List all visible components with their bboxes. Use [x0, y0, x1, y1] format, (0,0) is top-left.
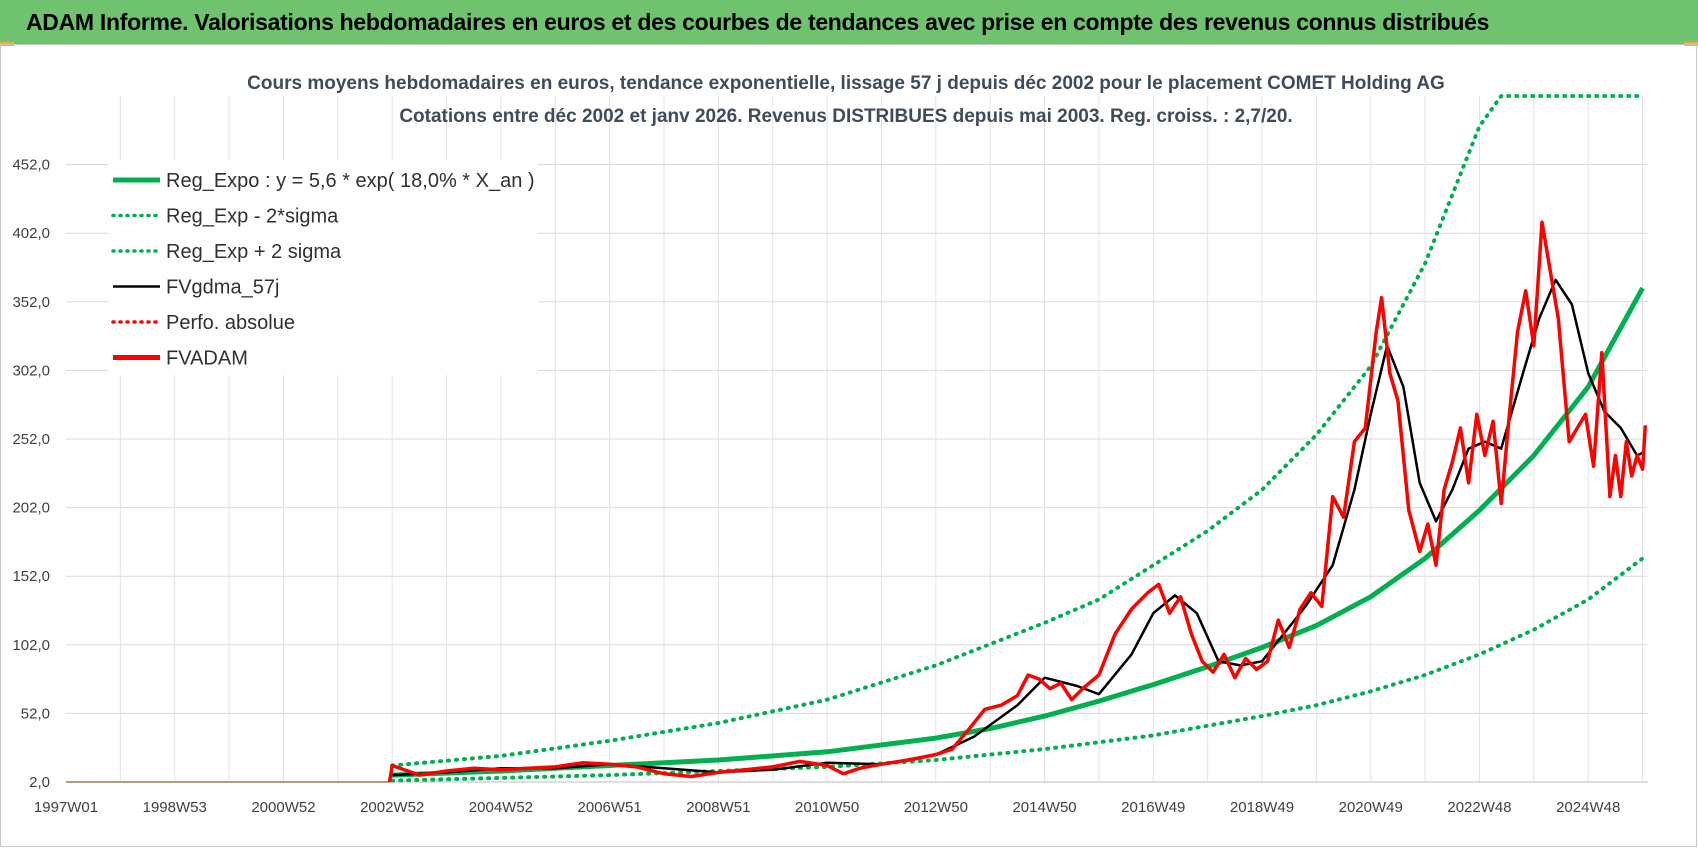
y-tick-label: 2,0 [29, 774, 50, 791]
y-tick-label: 52,0 [21, 705, 50, 722]
x-tick-label: 2018W49 [1230, 799, 1294, 816]
y-tick-label: 352,0 [12, 294, 50, 311]
x-tick-label: 2020W49 [1339, 799, 1403, 816]
x-tick-label: 2000W52 [251, 799, 315, 816]
header-banner: ADAM Informe. Valorisations hebdomadaire… [0, 0, 1698, 44]
legend-label: FVADAM [166, 348, 248, 370]
x-tick-label: 2002W52 [360, 799, 424, 816]
legend-label: Reg_Exp - 2*sigma [166, 206, 339, 228]
x-tick-label: 2012W50 [904, 799, 968, 816]
series-reg-exp-minus-2sigma [390, 556, 1645, 783]
legend: Reg_Expo : y = 5,6 * exp( 18,0% * X_an )… [108, 160, 538, 375]
series-fvgdma-57j [392, 278, 1644, 777]
chart-frame [0, 44, 1697, 847]
x-tick-label: 1997W01 [34, 799, 98, 816]
y-tick-label: 252,0 [12, 431, 50, 448]
chart-title-line2: Cotations entre déc 2002 et janv 2026. R… [399, 106, 1292, 127]
y-axis-labels: 452,0 402,0 352,0 302,0 252,0 202,0 152,0 102,0… [12, 157, 50, 791]
chart-title-line1: Cours moyens hebdomadaires en euros, ten… [247, 73, 1445, 94]
series-reg-expo [392, 286, 1645, 778]
legend-label: FVgdma_57j [166, 277, 279, 299]
legend-label: Perfo. absolue [166, 312, 295, 334]
x-tick-label: 1998W53 [143, 799, 207, 816]
x-tick-label: 2024W48 [1556, 799, 1620, 816]
y-tick-label: 452,0 [12, 157, 50, 174]
y-tick-label: 402,0 [12, 225, 50, 242]
y-tick-label: 152,0 [12, 568, 50, 585]
x-tick-label: 2022W48 [1447, 799, 1511, 816]
y-tick-label: 102,0 [12, 637, 50, 654]
x-axis-labels: 1997W01 1998W53 2000W52 2002W52 2004W52 2006W… [34, 799, 1620, 816]
y-tick-label: 202,0 [12, 500, 50, 517]
x-tick-label: 2016W49 [1121, 799, 1185, 816]
series-layer [66, 94, 1648, 783]
x-tick-label: 2006W51 [578, 799, 642, 816]
page-title: ADAM Informe. Valorisations hebdomadaire… [26, 8, 1490, 35]
series-reg-exp-plus-2sigma [390, 94, 1645, 768]
x-tick-label: 2014W50 [1012, 799, 1076, 816]
legend-background [108, 160, 538, 375]
x-tick-label: 2010W50 [795, 799, 859, 816]
x-tick-label: 2004W52 [469, 799, 533, 816]
series-fvadam [387, 220, 1648, 783]
x-tick-label: 2008W51 [686, 799, 750, 816]
legend-label: Reg_Expo : y = 5,6 * exp( 18,0% * X_an ) [166, 170, 535, 192]
y-tick-label: 302,0 [12, 362, 50, 379]
legend-label: Reg_Exp + 2 sigma [166, 241, 342, 263]
